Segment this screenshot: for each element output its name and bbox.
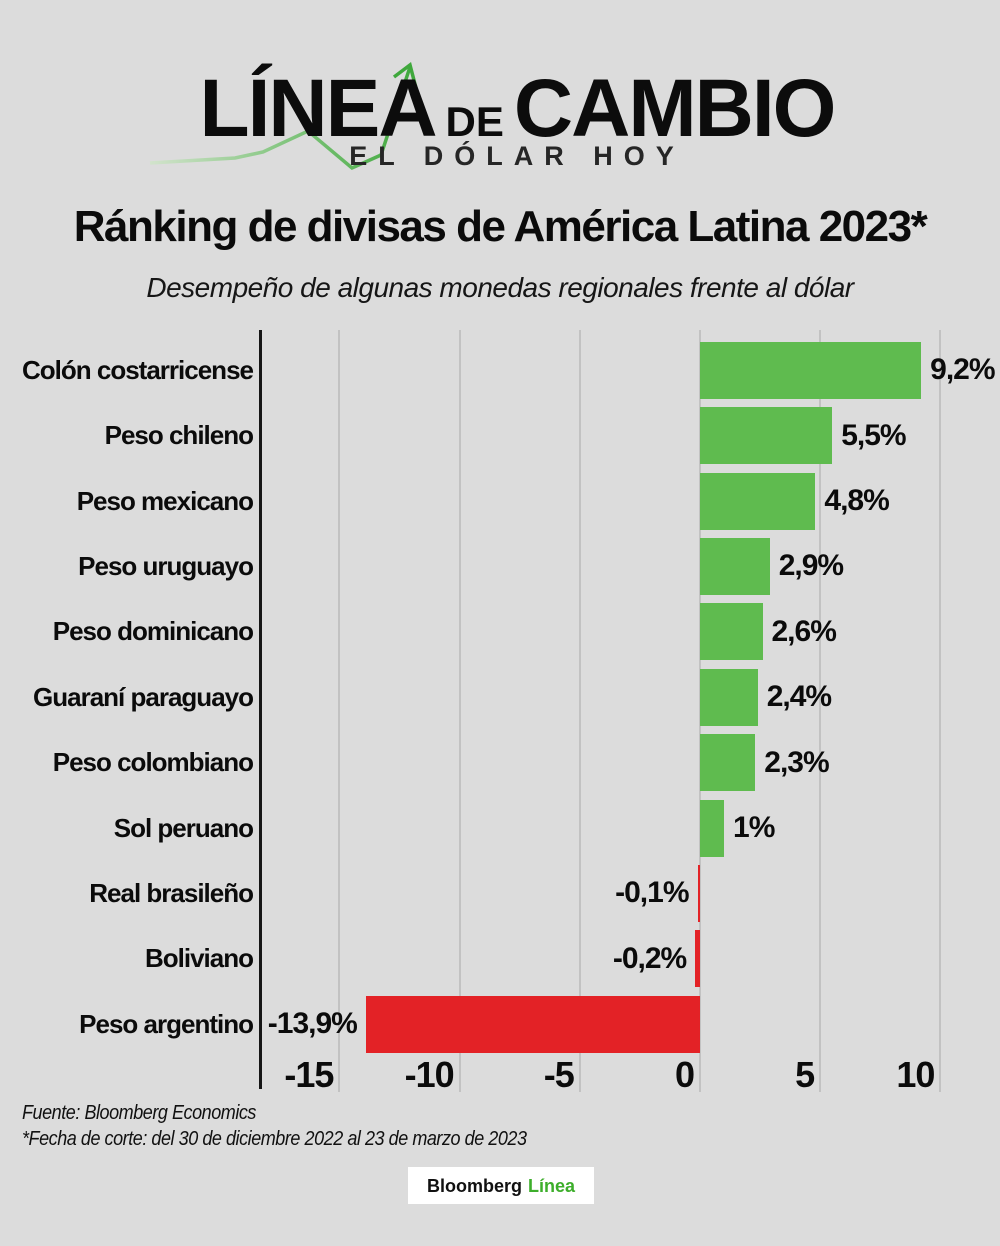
x-tick--5: -5 (543, 1054, 575, 1095)
gridline--10 (458, 330, 461, 1092)
logo-word-cambio: CAMBIO (513, 63, 837, 154)
value-label-0: 9,2% (930, 353, 995, 387)
logo-word-de: DE (445, 98, 504, 145)
badge-brand-accent: Línea (528, 1175, 576, 1196)
bloomberg-linea-badge: Bloomberg Línea (408, 1167, 594, 1204)
bar-5 (700, 668, 758, 726)
logo-tagline: EL DÓLAR HOY (349, 141, 685, 171)
category-label-6: Peso colombiano (52, 747, 254, 778)
gridline--15 (338, 330, 341, 1092)
source-note: Fuente: Bloomberg Economics (22, 1102, 256, 1124)
trend-polyline (149, 66, 412, 171)
value-label-2: 4,8% (824, 484, 889, 517)
bar-3 (700, 537, 770, 595)
x-tick-0: 0 (674, 1054, 695, 1095)
value-label-10: -13,9% (267, 1007, 358, 1041)
cutoff-note: *Fecha de corte: del 30 de diciembre 202… (22, 1128, 527, 1150)
bar-8 (697, 864, 700, 922)
bar-9 (695, 930, 700, 988)
value-label-1: 5,5% (841, 418, 906, 452)
category-label-7: Sol peruano (113, 812, 254, 843)
value-label-3: 2,9% (778, 549, 844, 583)
x-tick--10: -10 (404, 1054, 455, 1095)
category-label-5: Guaraní paraguayo (33, 681, 254, 712)
page-title: Ránking de divisas de América Latina 202… (73, 202, 928, 251)
value-label-8: -0,1% (615, 876, 689, 910)
category-label-8: Real brasileño (89, 877, 254, 908)
category-label-4: Peso dominicano (52, 616, 254, 647)
gridline--5 (578, 330, 581, 1092)
logo-trendline-icon (149, 62, 418, 171)
gridline-10 (939, 330, 942, 1092)
footnotes: Fuente: Bloomberg Economics *Fecha de co… (22, 1100, 652, 1152)
category-label-10: Peso argentino (79, 1008, 254, 1039)
y-axis-line (259, 330, 262, 1089)
bar-7 (700, 799, 725, 857)
x-tick-10: 10 (896, 1054, 935, 1095)
trend-arrowhead-icon (392, 62, 418, 89)
x-tick--15: -15 (284, 1054, 334, 1095)
bar-0 (700, 341, 922, 399)
category-label-2: Peso mexicano (76, 485, 254, 516)
bar-10 (365, 995, 700, 1053)
bar-6 (700, 734, 756, 792)
value-label-7: 1% (733, 811, 775, 844)
category-label-0: Colón costarricense (22, 354, 254, 385)
logo: LÍNEA DE CAMBIO (17, 68, 1000, 152)
badge-brand: Bloomberg (426, 1175, 522, 1196)
category-label-3: Peso uruguayo (78, 550, 254, 581)
value-label-9: -0,2% (612, 941, 687, 975)
logo-word-linea: LÍNEA (199, 63, 438, 154)
category-label-9: Boliviano (144, 943, 254, 974)
bar-4 (700, 603, 763, 661)
bar-2 (700, 472, 816, 530)
value-label-5: 2,4% (766, 680, 832, 714)
x-tick-5: 5 (795, 1054, 815, 1095)
page-subtitle: Desempeño de algunas monedas regionales … (146, 272, 854, 303)
chart-plot-area: 9,2% 5,5% 4,8% 2,9% 2,6% 2,4% 2,3% 1% -0,1% -0,2%… (260, 330, 996, 1092)
gridline-5 (819, 330, 822, 1092)
value-label-4: 2,6% (771, 614, 837, 648)
value-label-6: 2,3% (764, 745, 829, 779)
category-label-1: Peso chileno (104, 420, 254, 451)
bar-1 (700, 407, 833, 465)
